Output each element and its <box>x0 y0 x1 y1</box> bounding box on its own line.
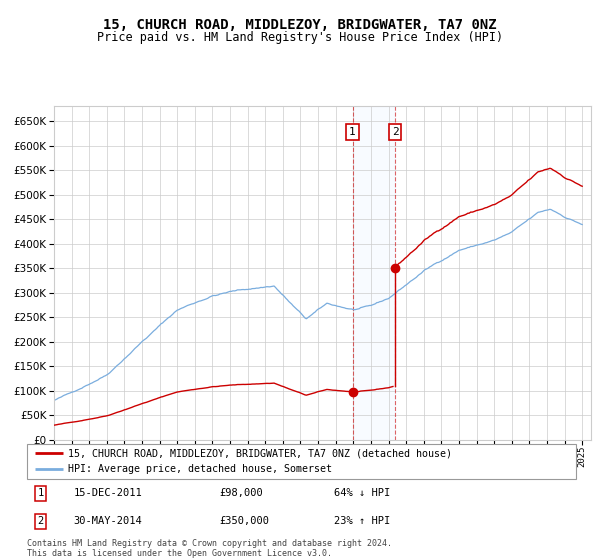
Text: Price paid vs. HM Land Registry's House Price Index (HPI): Price paid vs. HM Land Registry's House … <box>97 31 503 44</box>
Text: HPI: Average price, detached house, Somerset: HPI: Average price, detached house, Some… <box>68 464 332 474</box>
Text: 1: 1 <box>38 488 44 498</box>
Bar <box>353 106 395 440</box>
Text: 15-DEC-2011: 15-DEC-2011 <box>74 488 142 498</box>
Text: 2: 2 <box>392 127 398 137</box>
Text: 64% ↓ HPI: 64% ↓ HPI <box>334 488 391 498</box>
Text: 1: 1 <box>349 127 356 137</box>
FancyBboxPatch shape <box>27 444 576 479</box>
Text: £350,000: £350,000 <box>219 516 269 526</box>
Text: 15, CHURCH ROAD, MIDDLEZOY, BRIDGWATER, TA7 0NZ: 15, CHURCH ROAD, MIDDLEZOY, BRIDGWATER, … <box>103 18 497 32</box>
Text: 23% ↑ HPI: 23% ↑ HPI <box>334 516 391 526</box>
Text: 2: 2 <box>38 516 44 526</box>
Text: £98,000: £98,000 <box>219 488 263 498</box>
Text: Contains HM Land Registry data © Crown copyright and database right 2024.
This d: Contains HM Land Registry data © Crown c… <box>27 539 392 558</box>
Text: 30-MAY-2014: 30-MAY-2014 <box>74 516 142 526</box>
Text: 15, CHURCH ROAD, MIDDLEZOY, BRIDGWATER, TA7 0NZ (detached house): 15, CHURCH ROAD, MIDDLEZOY, BRIDGWATER, … <box>68 448 452 458</box>
